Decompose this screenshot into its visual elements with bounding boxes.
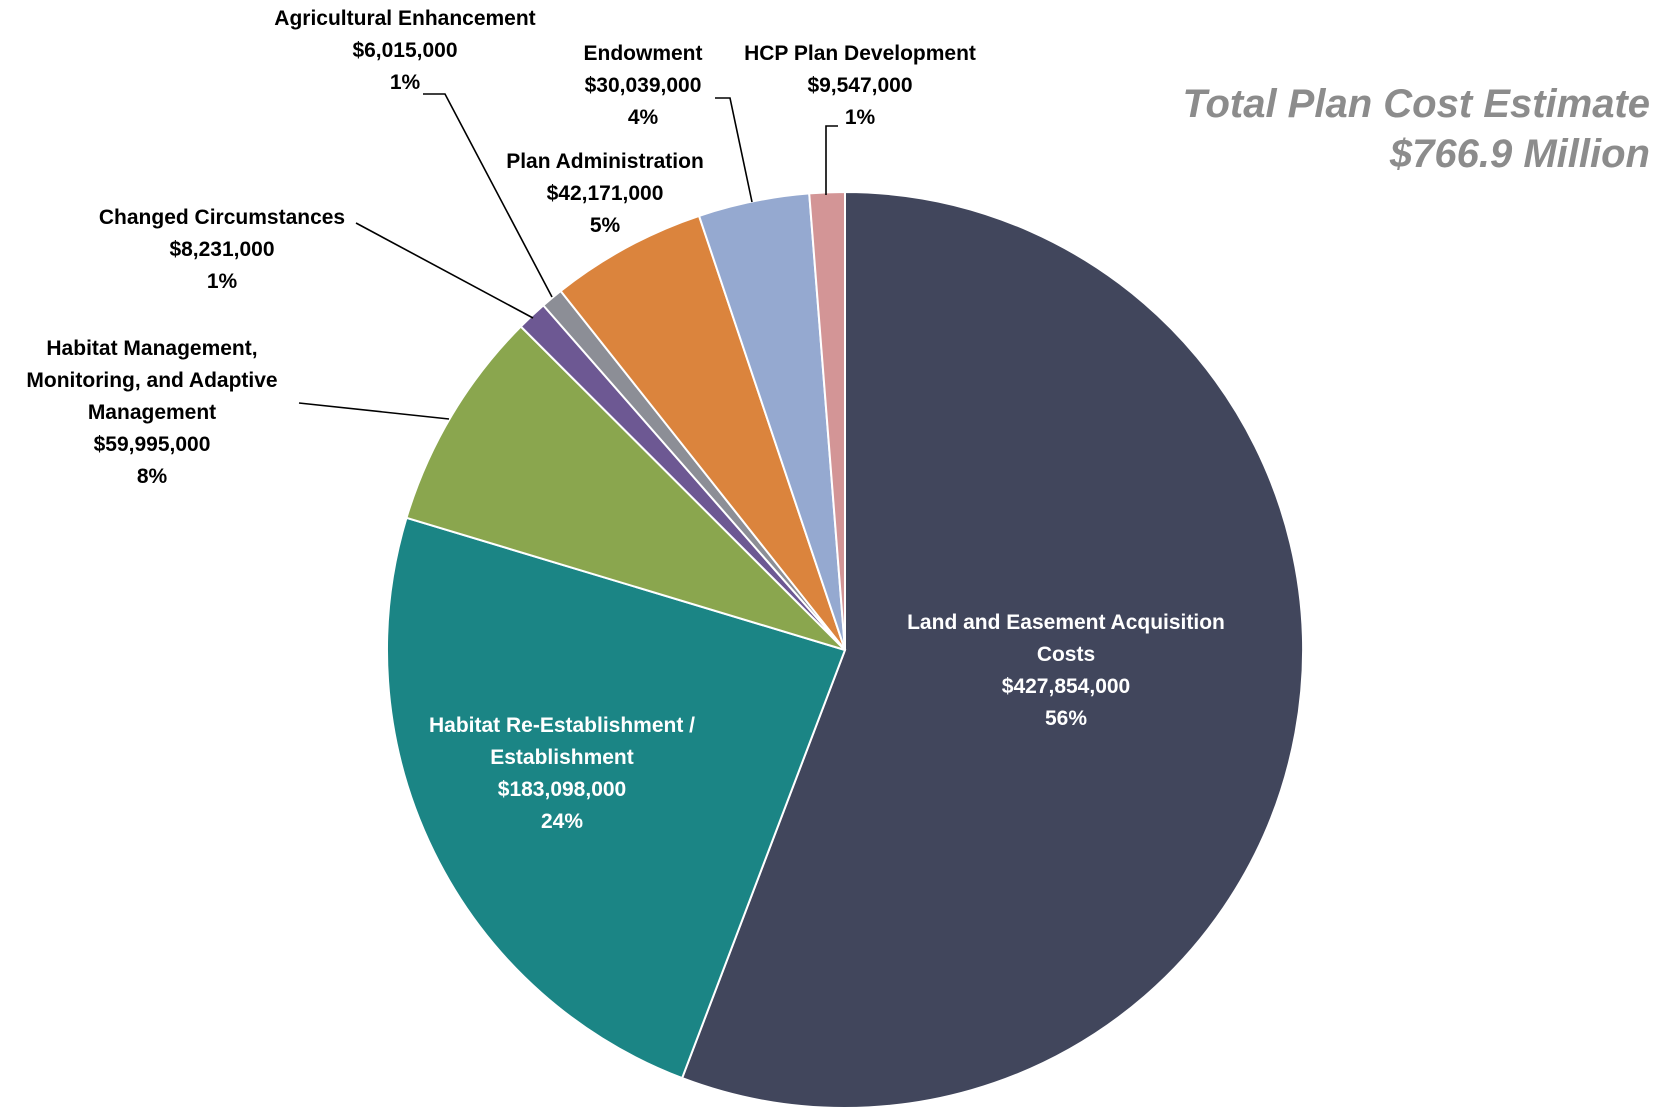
total-title-line-2: $766.9 Million	[1389, 132, 1650, 176]
slice-label-1-name-0: Habitat Re-Establishment /	[429, 714, 695, 737]
slice-label-3-value: $8,231,000	[169, 238, 274, 261]
slice-label-1-name-1: Establishment	[490, 746, 634, 769]
total-title: Total Plan Cost Estimate $766.9 Million	[1183, 82, 1651, 176]
slice-label-4-value: $6,015,000	[352, 39, 457, 62]
slice-label-7-name-0: HCP Plan Development	[744, 42, 976, 65]
leader-line-2	[298, 402, 450, 420]
slice-label-6-value: $30,039,000	[585, 74, 702, 97]
slice-label-3-name-0: Changed Circumstances	[99, 206, 345, 229]
pie-slice-0	[680, 190, 1304, 1109]
slice-label-5-name-0: Plan Administration	[506, 150, 704, 173]
slice-label-5-pct: 5%	[590, 214, 621, 237]
slice-label-0-pct: 56%	[1045, 707, 1087, 730]
pie-slice-2	[405, 325, 846, 651]
slice-label-1-pct: 24%	[541, 810, 583, 833]
leader-line-3	[355, 222, 534, 319]
slice-labels: Land and Easement Acquisition Costs $427,8…	[26, 7, 1225, 833]
slice-label-6-name-0: Endowment	[584, 42, 703, 65]
slice-label-2-pct: 8%	[137, 465, 168, 488]
slice-label-1-value: $183,098,000	[498, 778, 626, 801]
leader-line-4	[423, 93, 553, 298]
slice-label-7-value: $9,547,000	[807, 74, 912, 97]
slice-label-2-name-2: Management	[88, 401, 216, 424]
slice-label-7-pct: 1%	[845, 106, 876, 129]
leader-line-6	[715, 97, 753, 203]
pie-slice-5	[559, 214, 846, 651]
slice-label-6-pct: 4%	[628, 106, 659, 129]
slice-label-2-name-0: Habitat Management,	[46, 337, 257, 360]
pie-slice-1	[386, 516, 847, 1080]
leader-lines	[298, 93, 838, 420]
slice-label-2-name-1: Monitoring, and Adaptive	[26, 369, 277, 392]
total-title-line-1: Total Plan Cost Estimate	[1183, 82, 1651, 126]
pie-slices	[386, 190, 1304, 1109]
pie-slice-7	[808, 190, 846, 651]
slice-label-2-value: $59,995,000	[94, 433, 211, 456]
slice-label-0-value: $427,854,000	[1002, 675, 1130, 698]
slice-label-0-name-0: Land and Easement Acquisition	[907, 611, 1225, 634]
slice-label-5-value: $42,171,000	[547, 182, 664, 205]
slice-label-0-name-1: Costs	[1037, 643, 1095, 666]
slice-label-3-pct: 1%	[207, 270, 238, 293]
leader-line-7	[825, 125, 838, 195]
slice-label-4-name-0: Agricultural Enhancement	[274, 7, 535, 30]
slice-label-4-pct: 1%	[390, 71, 421, 94]
